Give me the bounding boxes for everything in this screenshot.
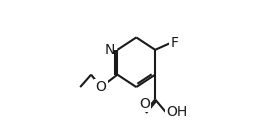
Text: O: O bbox=[139, 97, 150, 111]
Text: F: F bbox=[171, 36, 178, 50]
Text: OH: OH bbox=[167, 105, 188, 119]
Text: O: O bbox=[96, 80, 106, 94]
Text: N: N bbox=[105, 43, 115, 57]
